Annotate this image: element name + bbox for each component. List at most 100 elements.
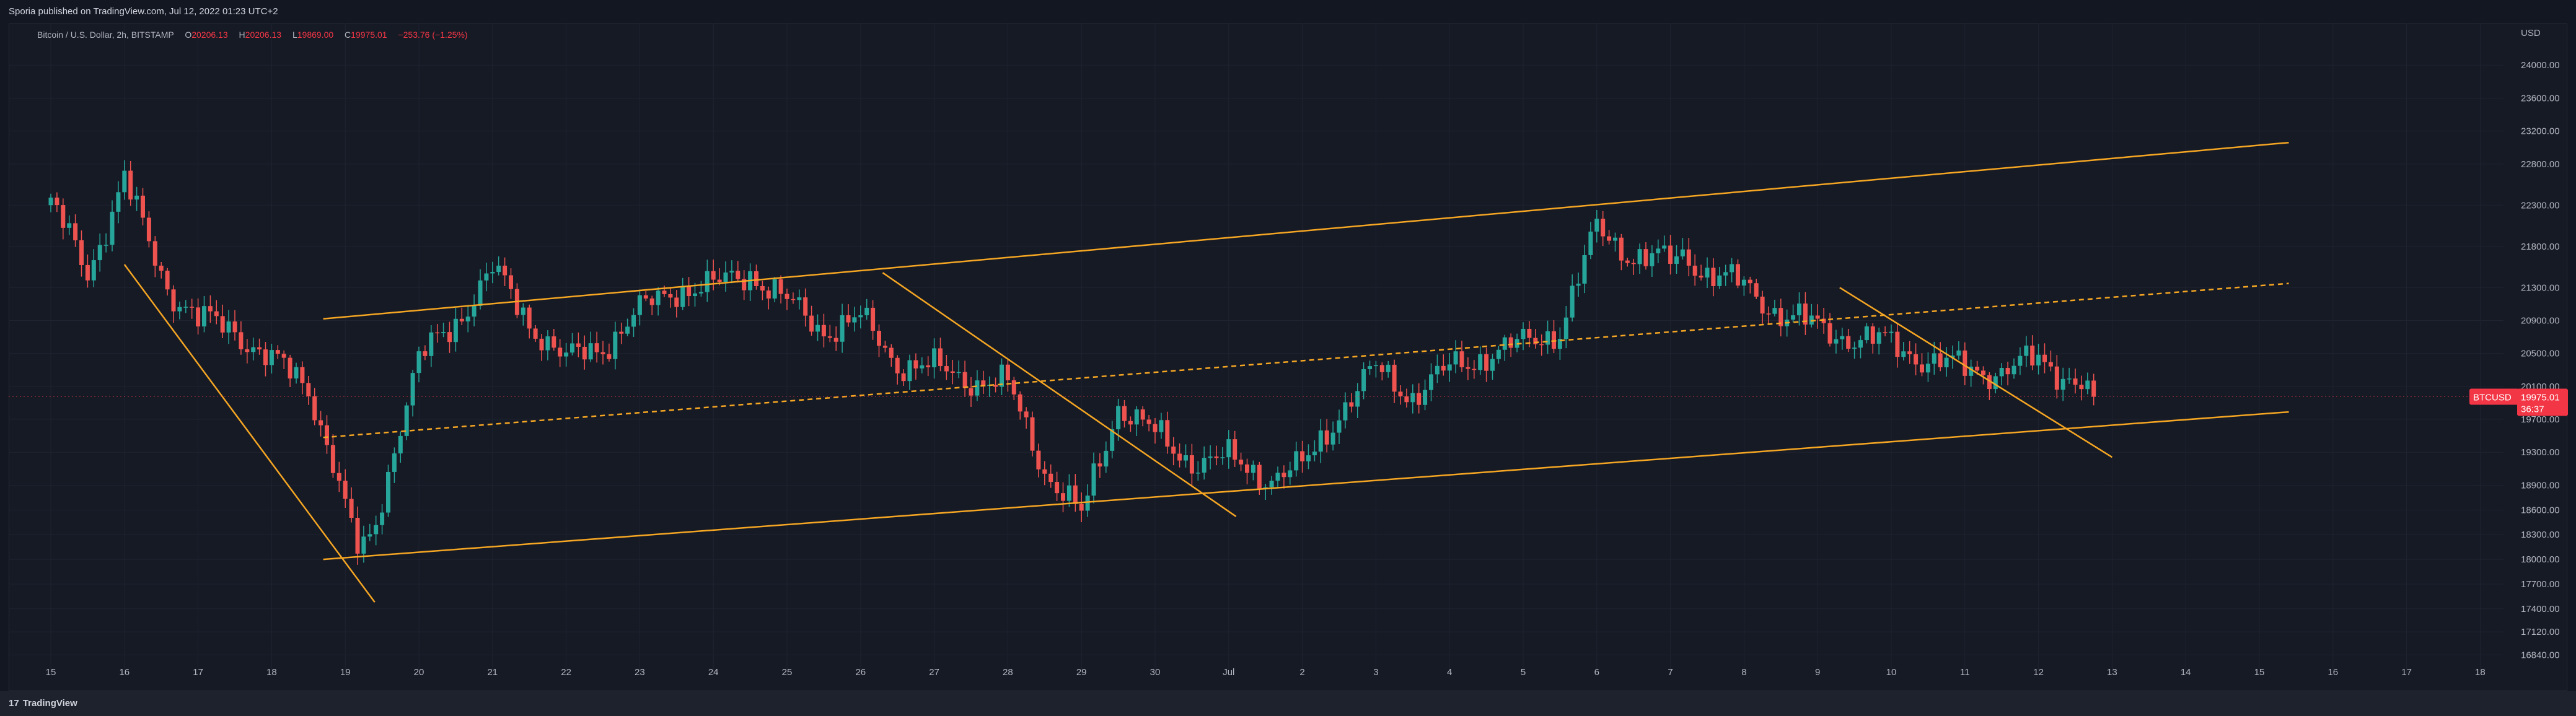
candle-body-down <box>736 271 741 279</box>
candle-body-up <box>723 272 728 282</box>
candle-body-down <box>1552 331 1556 349</box>
candle-body-down <box>208 306 213 312</box>
candle-body-down <box>435 332 440 334</box>
candle-body-down <box>778 279 783 294</box>
publish-header: Sporia published on TradingView.com, Jul… <box>0 0 2576 24</box>
y-tick-label: 17700.00 <box>2521 579 2560 590</box>
candle-body-up <box>1318 430 1323 452</box>
candle-body-up <box>1570 286 1575 318</box>
candle-body-down <box>1631 263 1636 264</box>
candle-body-down <box>1846 336 1851 349</box>
candle-body-down <box>73 223 78 240</box>
candle-body-up <box>570 343 574 353</box>
candle-body-up <box>1834 339 1839 344</box>
legend-open-label: O <box>185 30 192 40</box>
candle-body-down <box>594 343 599 352</box>
candle-body-down <box>257 347 262 350</box>
candle-body-down <box>1036 450 1041 469</box>
candle-body-up <box>1490 359 1495 371</box>
candle-body-down <box>275 350 280 354</box>
x-tick-label: 11 <box>1960 667 1970 678</box>
x-tick-label: 18 <box>266 667 277 678</box>
candle-body-up <box>1956 350 1961 356</box>
candle-body-down <box>1189 455 1194 474</box>
x-tick-label: 17 <box>193 667 203 678</box>
candle-body-down <box>1815 315 1820 319</box>
candle-body-up <box>1263 487 1268 489</box>
candle-body-down <box>1484 354 1489 371</box>
candle-body-down <box>343 481 348 499</box>
trendline <box>123 264 376 603</box>
candle-body-down <box>1055 482 1060 494</box>
tradingview-brand: TradingView <box>22 698 77 709</box>
candle-body-down <box>128 170 133 200</box>
candle-body-down <box>950 371 955 373</box>
candle-body-down <box>1643 249 1648 266</box>
candle-body-up <box>103 245 108 246</box>
candle-body-down <box>803 297 808 316</box>
candle-body-up <box>1594 219 1599 232</box>
candle-body-up <box>398 435 403 454</box>
candle-body-up <box>251 347 256 352</box>
candle-body-down <box>742 279 747 290</box>
candle-body-down <box>1466 367 1470 369</box>
x-tick-label: 26 <box>855 667 866 678</box>
candle-body-up <box>625 326 630 334</box>
candle-body-down <box>288 357 292 379</box>
legend-close: 19975.01 <box>351 30 387 40</box>
candle-body-down <box>1668 245 1673 264</box>
candle-body-down <box>649 298 654 305</box>
candle-body-up <box>367 534 372 537</box>
candle-body-down <box>760 286 765 291</box>
candle-body-down <box>1048 473 1053 482</box>
candle-body-down <box>1920 364 1924 373</box>
candle-body-up <box>472 305 477 317</box>
candle-body-up <box>1429 374 1433 390</box>
candle-body-down <box>1171 446 1176 454</box>
candle-body-up <box>116 192 121 212</box>
y-tick-label: 18000.00 <box>2521 554 2560 565</box>
x-tick-label: Jul <box>1223 667 1234 678</box>
candle-body-up <box>1791 315 1796 320</box>
x-tick-label: 13 <box>2107 667 2117 678</box>
candle-body-up <box>1447 364 1452 371</box>
candle-body-down <box>2091 380 2096 397</box>
candle-body-down <box>263 349 268 365</box>
candle-body-down <box>1736 264 1740 286</box>
x-tick-label: 16 <box>119 667 130 678</box>
candle-body-up <box>1889 331 1894 333</box>
candle-body-down <box>1938 353 1943 367</box>
candle-body-up <box>729 271 734 273</box>
candle-body-up <box>797 297 802 300</box>
candle-body-down <box>159 265 164 271</box>
candle-body-down <box>1349 402 1354 407</box>
candle-body-down <box>576 343 581 347</box>
candle-body-up <box>490 272 495 274</box>
candle-body-up <box>956 372 961 373</box>
candle-body-up <box>1306 455 1311 461</box>
x-tick-label: 15 <box>46 667 56 678</box>
candle-body-down <box>1097 463 1102 467</box>
legend-close-label: C <box>345 30 351 40</box>
candle-body-up <box>374 525 379 535</box>
candle-body-up <box>693 293 697 297</box>
candle-body-down <box>1527 328 1532 338</box>
candle-body-down <box>527 307 532 329</box>
candle-body-up <box>1066 485 1071 501</box>
tradingview-logo[interactable]: 17 TradingView <box>9 698 77 709</box>
candle-body-up <box>815 325 820 332</box>
x-tick-label: 3 <box>1373 667 1378 678</box>
candle-body-up <box>97 245 102 261</box>
y-tick-label: 23600.00 <box>2521 93 2560 103</box>
candle-body-down <box>791 299 796 300</box>
candle-body-down <box>1472 369 1477 370</box>
chart-pane[interactable] <box>9 24 2567 691</box>
candle-body-up <box>429 332 434 356</box>
candle-body-down <box>1883 332 1888 333</box>
y-tick-label: 18900.00 <box>2521 480 2560 491</box>
x-tick-label: 25 <box>782 667 793 678</box>
candle-body-up <box>864 307 869 315</box>
candle-body-down <box>785 294 789 299</box>
candlestick-chart[interactable]: 24000.00 23600.00 23200.00 22800.00 22300.00… <box>0 0 2576 691</box>
candle-body-down <box>1030 417 1035 451</box>
